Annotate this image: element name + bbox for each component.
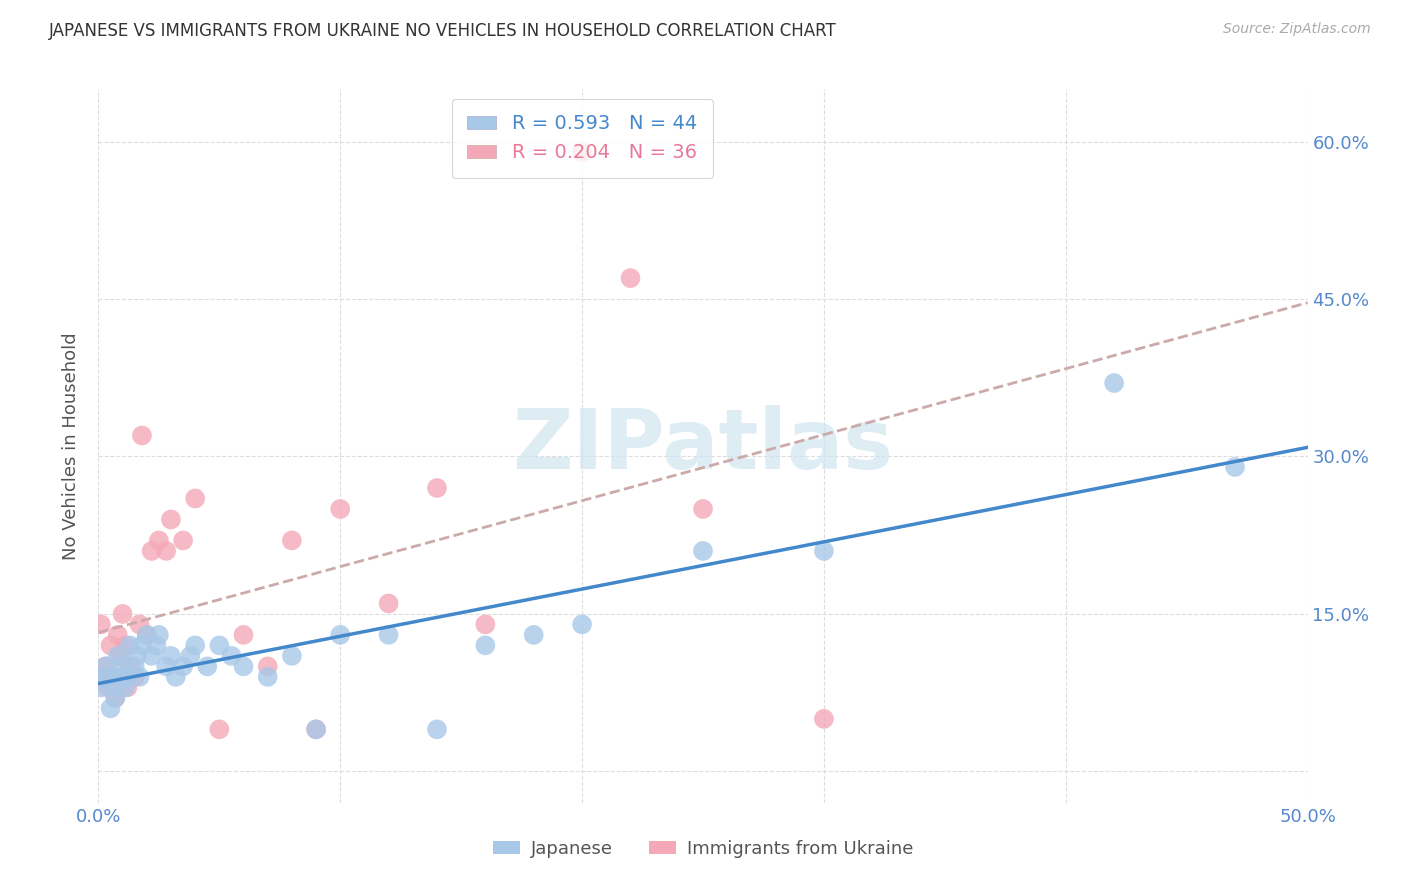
Point (100, 639, 122, 653)
Point (155, 659, 177, 673)
Point (117, 681, 139, 695)
Point (118, 639, 141, 653)
Point (305, 723, 328, 737)
Point (692, 502, 714, 516)
Point (155, 544, 177, 558)
Point (114, 681, 136, 695)
Point (208, 723, 231, 737)
Text: JAPANESE VS IMMIGRANTS FROM UKRAINE NO VEHICLES IN HOUSEHOLD CORRELATION CHART: JAPANESE VS IMMIGRANTS FROM UKRAINE NO V… (49, 22, 837, 40)
Point (135, 628, 157, 642)
Point (108, 670, 131, 684)
Point (104, 690, 127, 705)
Point (426, 481, 449, 495)
Point (281, 533, 304, 548)
Point (426, 723, 449, 737)
Point (619, 271, 641, 285)
Point (128, 617, 150, 632)
Point (101, 670, 124, 684)
Point (148, 533, 170, 548)
Point (124, 670, 146, 684)
Y-axis label: No Vehicles in Household: No Vehicles in Household (62, 332, 80, 560)
Point (256, 659, 278, 673)
Point (131, 428, 153, 442)
Point (195, 659, 218, 673)
Point (141, 544, 163, 558)
Point (118, 659, 141, 673)
Point (94, 659, 117, 673)
Point (184, 639, 207, 653)
Point (165, 670, 187, 684)
Point (90, 681, 112, 695)
Point (90, 617, 112, 632)
Point (281, 648, 304, 663)
Point (131, 639, 153, 653)
Point (184, 491, 207, 506)
Point (571, 617, 593, 632)
Point (107, 648, 129, 663)
Point (97, 670, 120, 684)
Point (114, 639, 136, 653)
Point (377, 628, 399, 642)
Point (91, 670, 114, 684)
Text: ZIPatlas: ZIPatlas (513, 406, 893, 486)
Point (91, 670, 114, 684)
Point (135, 628, 157, 642)
Point (172, 659, 194, 673)
Point (111, 607, 134, 621)
Point (813, 544, 835, 558)
Point (141, 648, 163, 663)
Point (128, 670, 150, 684)
Point (124, 659, 146, 673)
Point (208, 639, 231, 653)
Point (329, 628, 352, 642)
Point (571, 145, 593, 160)
Legend: Japanese, Immigrants from Ukraine: Japanese, Immigrants from Ukraine (485, 833, 921, 865)
Point (221, 648, 243, 663)
Point (813, 712, 835, 726)
Point (97, 681, 120, 695)
Point (305, 723, 328, 737)
Point (111, 659, 134, 673)
Point (179, 648, 201, 663)
Point (232, 659, 254, 673)
Point (160, 648, 183, 663)
Point (232, 628, 254, 642)
Point (107, 628, 129, 642)
Point (127, 648, 149, 663)
Point (474, 617, 496, 632)
Point (160, 512, 183, 526)
Point (94, 659, 117, 673)
Point (377, 596, 399, 610)
Point (108, 648, 131, 663)
Point (104, 690, 127, 705)
Point (148, 628, 170, 642)
Point (172, 533, 194, 548)
Point (329, 502, 352, 516)
Point (256, 670, 278, 684)
Point (692, 544, 714, 558)
Point (1223, 460, 1246, 475)
Point (523, 628, 546, 642)
Point (100, 701, 122, 715)
Point (474, 639, 496, 653)
Point (145, 639, 167, 653)
Point (1102, 376, 1125, 390)
Text: Source: ZipAtlas.com: Source: ZipAtlas.com (1223, 22, 1371, 37)
Point (117, 670, 139, 684)
Point (101, 681, 124, 695)
